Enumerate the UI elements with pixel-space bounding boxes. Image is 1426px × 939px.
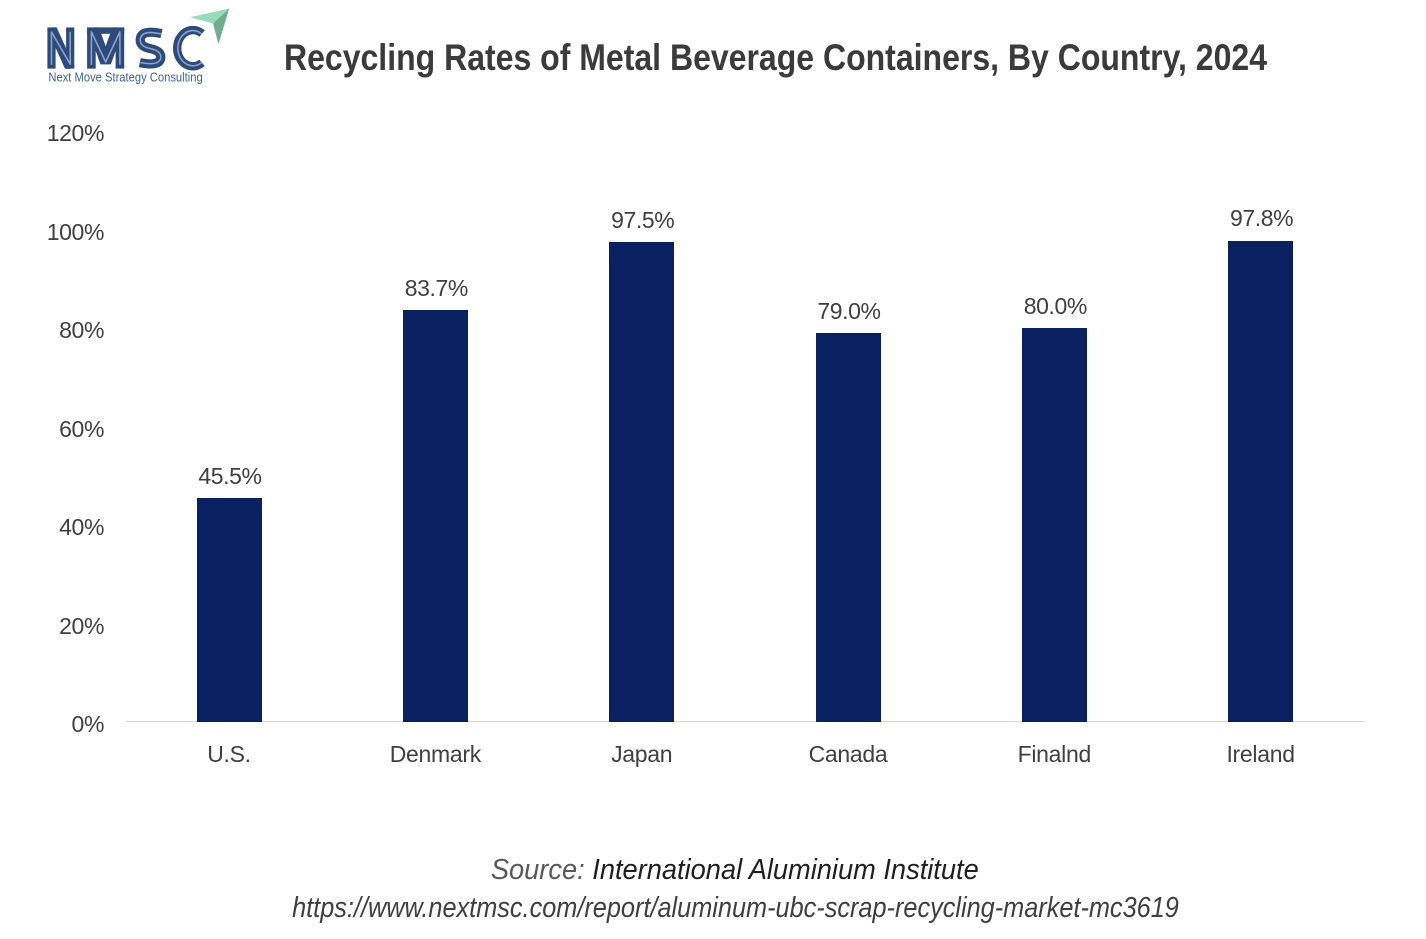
svg-text:Next Move Strategy Consulting: Next Move Strategy Consulting xyxy=(48,69,202,84)
